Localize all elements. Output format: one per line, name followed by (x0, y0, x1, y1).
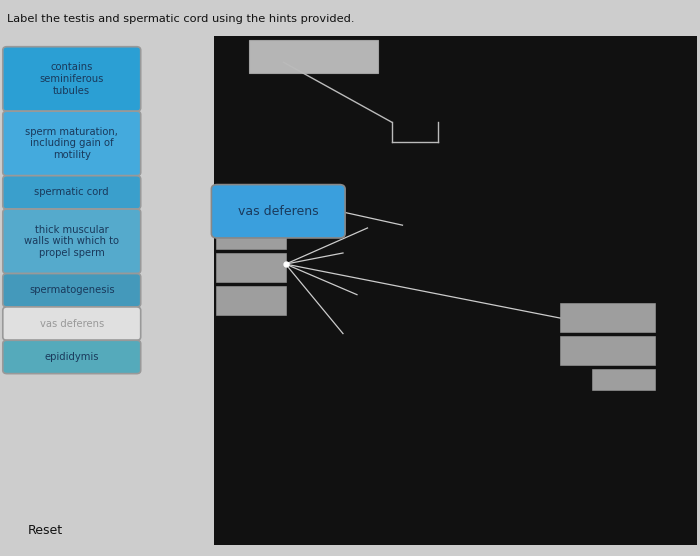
Bar (216, 220, 286, 249)
FancyBboxPatch shape (3, 111, 141, 176)
FancyBboxPatch shape (3, 307, 141, 340)
FancyBboxPatch shape (3, 176, 141, 209)
Text: spermatic cord: spermatic cord (34, 187, 109, 197)
Text: vas deferens: vas deferens (238, 205, 318, 218)
FancyBboxPatch shape (211, 185, 345, 238)
Bar (216, 253, 286, 282)
Text: epididymis: epididymis (45, 352, 99, 362)
Bar (214, 36, 696, 545)
Bar (560, 336, 654, 365)
Bar (560, 303, 654, 332)
Bar (216, 286, 286, 315)
Text: spermatogenesis: spermatogenesis (29, 285, 115, 295)
Text: thick muscular
walls with which to
propel sperm: thick muscular walls with which to prope… (25, 225, 119, 258)
Text: Label the testis and spermatic cord using the hints provided.: Label the testis and spermatic cord usin… (7, 14, 354, 24)
Text: Reset: Reset (28, 524, 63, 537)
Bar (592, 369, 654, 390)
Text: vas deferens: vas deferens (40, 319, 104, 329)
FancyBboxPatch shape (3, 274, 141, 307)
FancyBboxPatch shape (3, 47, 141, 111)
Bar (216, 186, 286, 215)
FancyBboxPatch shape (3, 340, 141, 374)
FancyBboxPatch shape (3, 209, 141, 274)
Text: contains
seminiferous
tubules: contains seminiferous tubules (40, 62, 104, 96)
Text: sperm maturation,
including gain of
motility: sperm maturation, including gain of moti… (25, 127, 118, 160)
Bar (248, 40, 378, 73)
